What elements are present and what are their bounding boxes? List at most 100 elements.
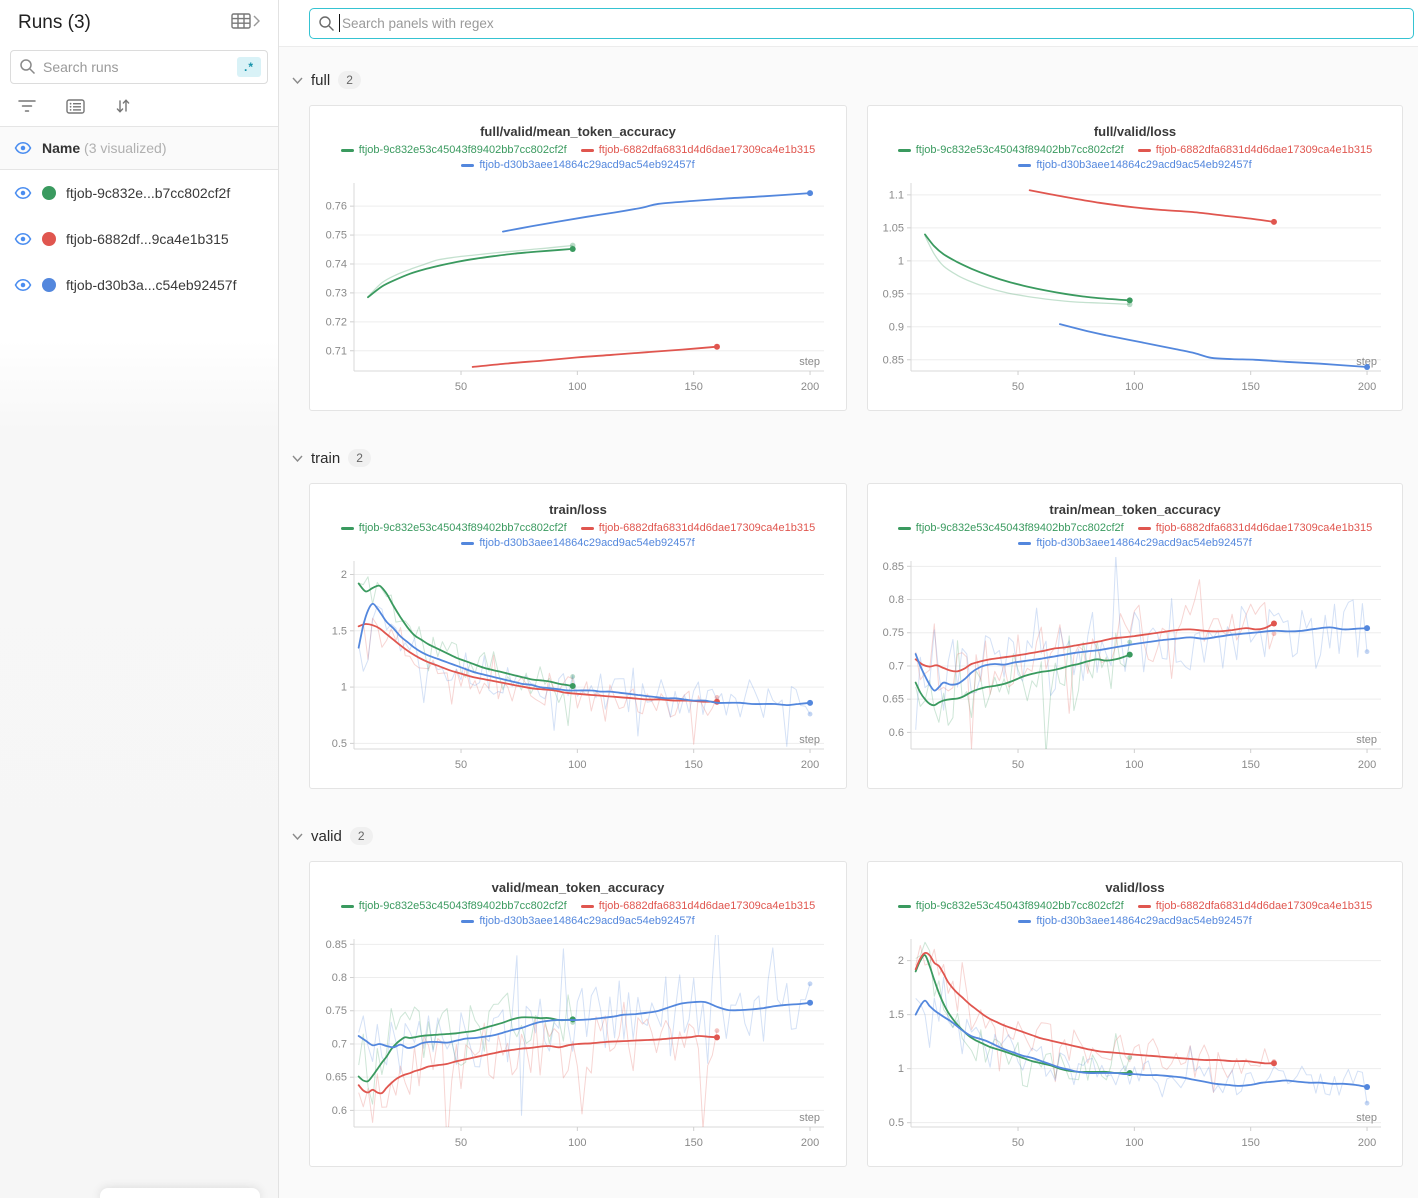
- chart-panel-train-mean-token-accuracy[interactable]: train/mean_token_accuracy ftjob-9c832e53c…: [867, 483, 1403, 789]
- legend-item: ftjob-9c832e53c45043f89402bb7cc802cf2f: [340, 521, 567, 536]
- chart-title: valid/loss: [1105, 880, 1165, 895]
- legend-run-id: ftjob-6882dfa6831d4d6dae17309ca4e1b315: [598, 144, 816, 156]
- section-count-badge: 2: [348, 449, 371, 467]
- svg-text:100: 100: [568, 1137, 586, 1149]
- legend-line-icon: [1137, 905, 1151, 908]
- section-train: train 2 train/loss ftjob-9c832e53c45043f8…: [279, 443, 1418, 789]
- legend-run-id: ftjob-9c832e53c45043f89402bb7cc802cf2f: [358, 522, 567, 534]
- svg-text:0.6: 0.6: [332, 1105, 347, 1117]
- svg-text:1.5: 1.5: [332, 625, 347, 637]
- legend-line-icon: [580, 149, 594, 152]
- search-panels-input[interactable]: [309, 8, 1414, 39]
- svg-text:0.8: 0.8: [332, 972, 347, 984]
- svg-text:100: 100: [1125, 1137, 1143, 1149]
- svg-text:50: 50: [455, 759, 467, 771]
- svg-text:200: 200: [1358, 1137, 1376, 1149]
- section-header-train[interactable]: train 2: [279, 443, 371, 473]
- panels-main: full 2 full/valid/mean_token_accuracyftj…: [279, 0, 1418, 1198]
- svg-text:150: 150: [685, 381, 703, 393]
- chart-title: full/valid/mean_token_accuracy: [480, 124, 676, 139]
- eye-icon[interactable]: [14, 139, 32, 157]
- chart-panel-train-loss[interactable]: train/loss ftjob-9c832e53c45043f89402bb7c…: [309, 483, 847, 789]
- chart-legend: ftjob-9c832e53c45043f89402bb7cc802cf2f ft…: [868, 521, 1402, 551]
- panel-row: valid/mean_token_accuracy ftjob-9c832e53c…: [309, 861, 1418, 1167]
- run-name: ftjob-6882df...9ca4e1b315: [66, 231, 229, 247]
- chevron-down-icon: [292, 833, 303, 840]
- svg-text:1.1: 1.1: [889, 189, 904, 201]
- svg-text:200: 200: [1358, 381, 1376, 393]
- panel-sections: full 2 full/valid/mean_token_accuracy ftj…: [279, 47, 1418, 1167]
- chart-panel-full-valid-mean-token-accuracy[interactable]: full/valid/mean_token_accuracy ftjob-9c83…: [309, 105, 847, 411]
- eye-icon[interactable]: [14, 276, 32, 294]
- legend-item: ftjob-d30b3aee14864c29acd9ac54eb92457f: [461, 536, 695, 551]
- regex-toggle-button[interactable]: .*: [237, 57, 261, 77]
- svg-text:0.75: 0.75: [326, 230, 347, 242]
- run-row[interactable]: ftjob-6882df...9ca4e1b315: [0, 216, 278, 262]
- legend-line-icon: [461, 542, 475, 545]
- legend-run-id: ftjob-9c832e53c45043f89402bb7cc802cf2f: [915, 900, 1124, 912]
- search-runs-input[interactable]: [10, 50, 268, 84]
- legend-item: ftjob-d30b3aee14864c29acd9ac54eb92457f: [1018, 914, 1252, 929]
- svg-text:50: 50: [455, 1137, 467, 1149]
- legend-line-icon: [340, 149, 354, 152]
- columns-icon[interactable]: [66, 98, 85, 114]
- svg-text:150: 150: [1242, 1137, 1260, 1149]
- run-row[interactable]: ftjob-9c832e...b7cc802cf2f: [0, 170, 278, 216]
- chart-title: train/loss: [549, 502, 607, 517]
- legend-item: ftjob-6882dfa6831d4d6dae17309ca4e1b315: [1137, 899, 1372, 914]
- svg-text:150: 150: [1242, 381, 1260, 393]
- svg-text:50: 50: [1012, 759, 1024, 771]
- run-row[interactable]: ftjob-d30b3a...c54eb92457f: [0, 262, 278, 308]
- run-color-dot: [42, 186, 56, 200]
- sort-icon[interactable]: [115, 98, 131, 114]
- section-header-full[interactable]: full 2: [279, 65, 361, 95]
- legend-line-icon: [580, 905, 594, 908]
- chart-canvas: 0.71 0.72 0.73 0.74 0.75 0.76 50 100 150 200 step: [326, 183, 824, 393]
- legend-run-id: ftjob-6882dfa6831d4d6dae17309ca4e1b315: [1155, 522, 1373, 534]
- svg-text:1.5: 1.5: [889, 1009, 904, 1021]
- legend-run-id: ftjob-d30b3aee14864c29acd9ac54eb92457f: [1036, 159, 1252, 171]
- chart-panel-valid-mean-token-accuracy[interactable]: valid/mean_token_accuracy ftjob-9c832e53c…: [309, 861, 847, 1167]
- runs-title: Runs (3): [18, 12, 91, 33]
- section-header-valid[interactable]: valid 2: [279, 821, 373, 851]
- chart-legend: ftjob-9c832e53c45043f89402bb7cc802cf2f ft…: [310, 521, 846, 551]
- eye-icon[interactable]: [14, 230, 32, 248]
- chart-title: full/valid/loss: [1093, 124, 1177, 139]
- chevron-down-icon: [292, 455, 303, 462]
- svg-text:0.8: 0.8: [889, 594, 904, 606]
- legend-line-icon: [1018, 920, 1032, 923]
- table-view-toggle-button[interactable]: [231, 12, 260, 34]
- svg-text:0.5: 0.5: [332, 738, 347, 750]
- search-icon: [318, 15, 335, 37]
- legend-line-icon: [580, 527, 594, 530]
- section-label: valid: [311, 827, 342, 845]
- chart-canvas: 0.85 0.9 0.95 1 1.05 1.1 50 100 150 200 step: [883, 183, 1381, 393]
- svg-text:0.65: 0.65: [883, 694, 904, 706]
- chart-panel-valid-loss[interactable]: valid/loss ftjob-9c832e53c45043f89402bb7c…: [867, 861, 1403, 1167]
- svg-text:0.65: 0.65: [326, 1072, 347, 1084]
- svg-text:0.6: 0.6: [889, 727, 904, 739]
- svg-text:0.74: 0.74: [326, 258, 347, 270]
- section-label: train: [311, 449, 341, 467]
- svg-text:50: 50: [1012, 381, 1024, 393]
- bottom-popup: [100, 1188, 260, 1198]
- section-count-badge: 2: [338, 71, 361, 89]
- legend-item: ftjob-6882dfa6831d4d6dae17309ca4e1b315: [580, 899, 815, 914]
- legend-line-icon: [340, 905, 354, 908]
- chevron-right-icon: [253, 14, 260, 32]
- legend-run-id: ftjob-9c832e53c45043f89402bb7cc802cf2f: [915, 144, 1124, 156]
- svg-text:0.95: 0.95: [883, 288, 904, 300]
- legend-item: ftjob-d30b3aee14864c29acd9ac54eb92457f: [1018, 158, 1252, 173]
- chart-canvas: 0.5 1 1.5 2 50 100 150 200 step: [332, 561, 824, 771]
- legend-line-icon: [897, 527, 911, 530]
- legend-run-id: ftjob-d30b3aee14864c29acd9ac54eb92457f: [479, 537, 695, 549]
- filter-icon[interactable]: [18, 99, 36, 113]
- legend-run-id: ftjob-9c832e53c45043f89402bb7cc802cf2f: [915, 522, 1124, 534]
- svg-text:1.05: 1.05: [883, 222, 904, 234]
- chart-legend: ftjob-9c832e53c45043f89402bb7cc802cf2f ft…: [868, 899, 1402, 929]
- legend-item: ftjob-d30b3aee14864c29acd9ac54eb92457f: [461, 158, 695, 173]
- eye-icon[interactable]: [14, 184, 32, 202]
- chart-panel-full-valid-loss[interactable]: full/valid/loss ftjob-9c832e53c45043f8940…: [867, 105, 1403, 411]
- run-name: ftjob-9c832e...b7cc802cf2f: [66, 185, 231, 201]
- svg-text:1: 1: [341, 682, 347, 694]
